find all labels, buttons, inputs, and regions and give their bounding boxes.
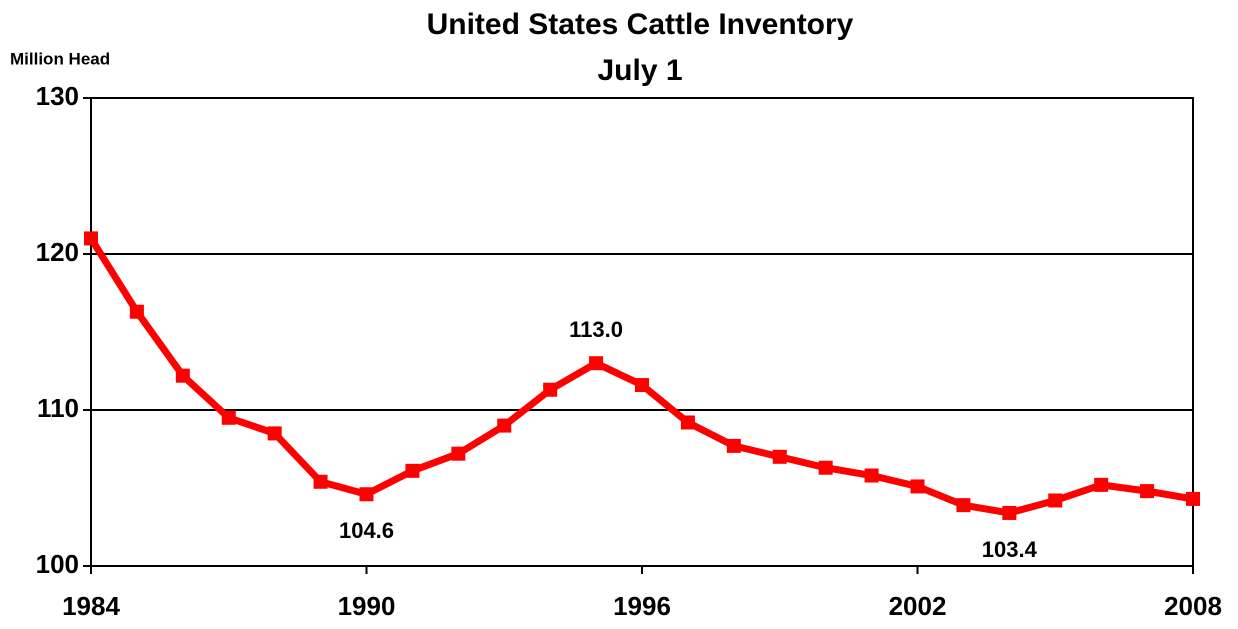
marker [956,498,971,513]
marker [726,438,741,453]
x-tick-label: 2008 [1164,591,1222,621]
data-label: 103.4 [982,537,1038,562]
marker [129,304,144,319]
marker [221,410,236,425]
marker [267,426,282,441]
marker [359,487,374,502]
x-tick-label: 2002 [889,591,947,621]
y-tick-label: 100 [36,549,79,579]
marker [313,474,328,489]
marker [1048,493,1063,508]
x-tick-label: 1990 [338,591,396,621]
x-tick-label: 1996 [613,591,671,621]
y-tick-label: 120 [36,237,79,267]
marker [635,378,649,393]
marker [451,446,466,461]
y-tick-label: 110 [37,393,79,423]
data-label: 113.0 [569,317,623,342]
marker [1094,477,1109,492]
plot-area [90,97,1194,567]
chart-subtitle: July 1 [597,54,682,87]
marker [1140,484,1155,499]
marker [680,415,695,430]
marker [772,449,787,464]
marker [175,368,190,383]
data-label: 104.6 [339,518,394,543]
line [88,236,1194,517]
x-tick-label: 1984 [62,591,120,621]
marker [818,460,833,475]
marker [910,479,925,494]
chart-title: United States Cattle Inventory [427,8,854,41]
marker [84,231,98,246]
marker [589,356,604,371]
marker [1186,491,1200,506]
y-tick-label: 130 [36,81,79,111]
marker [405,463,420,478]
marker [497,418,512,433]
marker [1002,505,1017,520]
marker [864,468,879,483]
y-axis-label: Million Head [10,49,110,68]
marker [543,382,558,397]
